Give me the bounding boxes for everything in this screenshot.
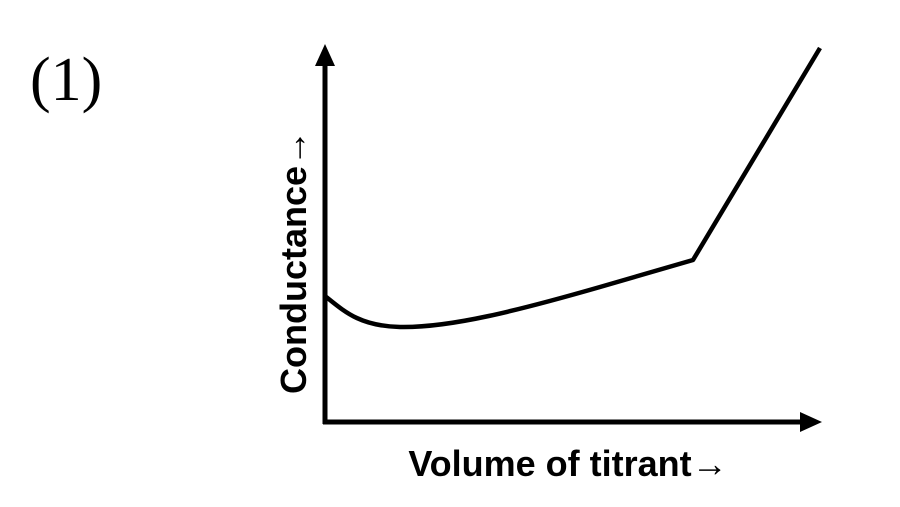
x-axis-label: Volume of titrant→: [408, 443, 727, 484]
y-axis-arrow: [315, 44, 335, 66]
conductance-curve: [323, 46, 822, 330]
y-axis-label: Conductance→: [273, 130, 314, 394]
x-axis-arrow: [800, 412, 822, 432]
figure-label: (1): [30, 46, 102, 114]
